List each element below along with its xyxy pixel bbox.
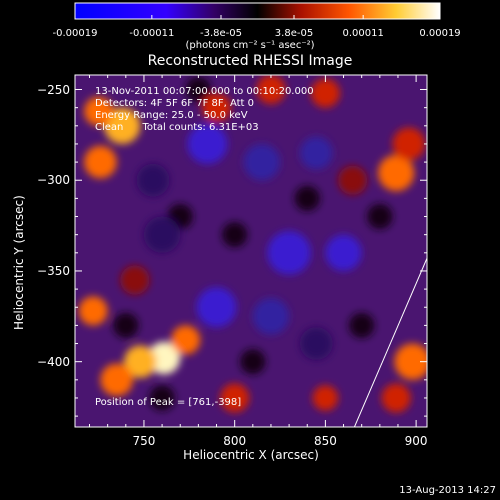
- annotation-line: 13-Nov-2011 00:07:00.000 to 00:10:20.000: [95, 86, 314, 97]
- heatmap-valley: [367, 203, 393, 230]
- heatmap-valley: [221, 221, 248, 248]
- annotation-line: Detectors: 4F 5F 6F 7F 8F, Att 0: [95, 98, 255, 109]
- chart-title: Reconstructed RHESSI Image: [147, 53, 353, 69]
- peak-position-label: Position of Peak = [761,-398]: [95, 397, 242, 408]
- colorbar-tick-label: 0.00011: [342, 28, 384, 39]
- colorbar-tick-label: 3.8e-05: [274, 28, 314, 39]
- heatmap-positive-source: [338, 165, 368, 195]
- heatmap-positive-source: [120, 265, 150, 295]
- heatmap-negative-region: [299, 327, 333, 360]
- heatmap-negative-region: [267, 231, 311, 275]
- heatmap-negative-region: [143, 216, 181, 253]
- plot-frame: [74, 74, 428, 428]
- x-tick-label: 800: [223, 434, 247, 448]
- colorbar-tick-label: -3.8e-05: [200, 28, 242, 39]
- heatmap-positive-source: [78, 296, 108, 326]
- colorbar-units: (photons cm⁻² s⁻¹ asec⁻²): [185, 40, 315, 51]
- x-axis-label: Heliocentric X (arcsec): [183, 448, 319, 462]
- heatmap-negative-region: [243, 143, 281, 181]
- y-tick-label: −250: [37, 82, 70, 97]
- annotation-line: Energy Range: 25.0 - 50.0 keV: [95, 110, 248, 121]
- heatmap-positive-source: [202, 93, 232, 123]
- heatmap-positive-source: [392, 127, 426, 161]
- heatmap-positive-source: [310, 78, 340, 108]
- colorbar-tick-label: -0.00011: [129, 28, 175, 39]
- x-tick-label: 850: [313, 434, 337, 448]
- heatmap-positive-source: [312, 385, 339, 411]
- heatmap-positive-source: [220, 383, 250, 413]
- heatmap-positive-source: [84, 145, 117, 179]
- y-tick-label: −400: [37, 354, 70, 369]
- heatmap-positive-source: [171, 325, 201, 355]
- axis-ticks: [75, 75, 427, 427]
- heatmap-valley: [185, 76, 212, 103]
- y-tick-label: −350: [37, 263, 70, 278]
- heatmap-negative-region: [196, 287, 237, 328]
- heatmap-positive-source: [84, 96, 114, 126]
- heatmap-valley: [113, 312, 139, 339]
- annotation-line: Clean Total counts: 6.31E+03: [95, 122, 259, 133]
- heatmap-positive-source: [394, 343, 427, 380]
- heatmap-negative-region: [136, 163, 170, 197]
- colorbar-ticks: [74, 15, 441, 19]
- heatmap-positive-source: [256, 75, 286, 105]
- heatmap-valley: [149, 385, 175, 411]
- colorbar: [74, 2, 441, 20]
- heatmap-valley: [294, 185, 320, 212]
- colorbar-tick-label: 0.00019: [419, 28, 461, 39]
- footer-date: 13-Aug-2013 14:27: [399, 485, 496, 496]
- limb-line: [353, 258, 427, 427]
- heatmap-positive-source: [381, 383, 411, 413]
- heatmap-positive-source: [100, 363, 134, 397]
- heatmap-negative-region: [252, 298, 290, 335]
- heatmap-positive-source: [123, 345, 157, 379]
- heatmap-negative-region: [325, 234, 362, 271]
- colorbar-gradient: [74, 2, 441, 20]
- x-tick-label: 900: [404, 434, 428, 448]
- heatmap-negative-region: [299, 136, 333, 170]
- y-tick-label: −300: [37, 173, 70, 188]
- heatmap-negative-region: [187, 123, 228, 164]
- x-tick-label: 750: [132, 434, 156, 448]
- heatmap-positive-source: [104, 107, 141, 144]
- heatmap-valley: [240, 348, 266, 375]
- heatmap-valley: [348, 312, 375, 339]
- colorbar-tick-label: -0.00019: [52, 28, 98, 39]
- heatmap-positive-source: [378, 154, 415, 192]
- y-axis-label: Heliocentric Y (arcsec): [12, 195, 26, 330]
